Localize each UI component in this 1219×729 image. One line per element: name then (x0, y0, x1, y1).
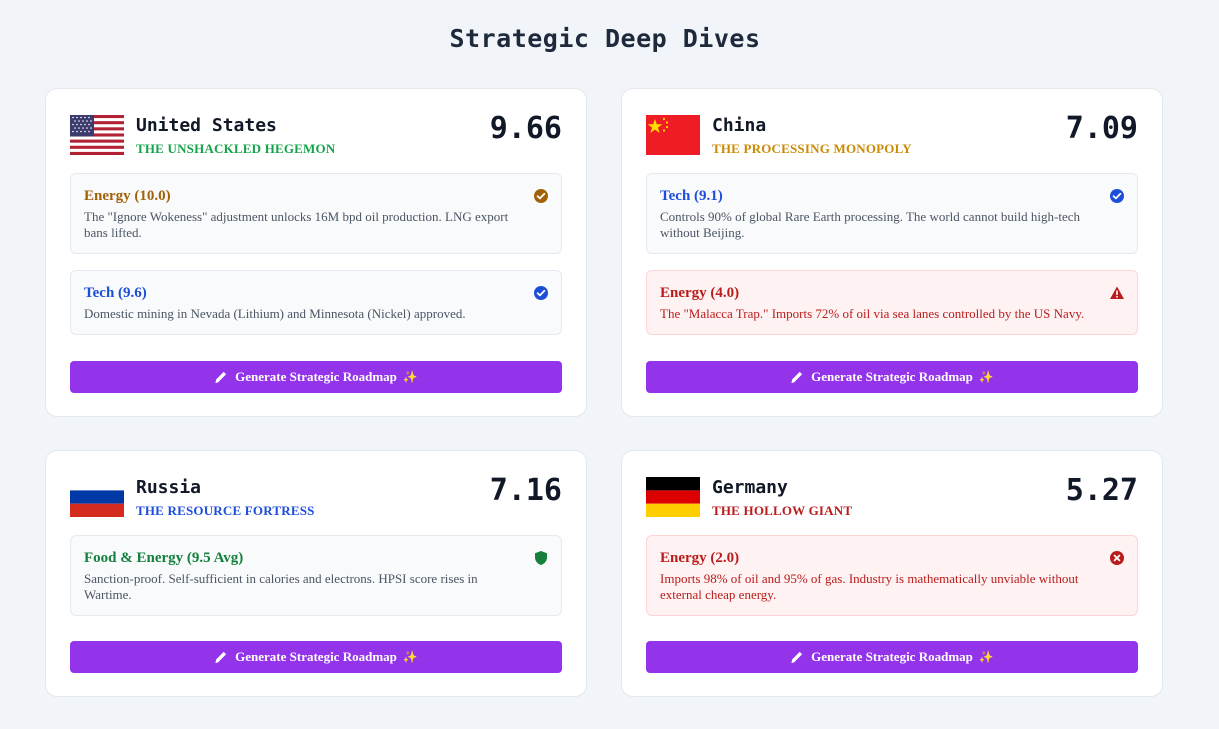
factor-description: Domestic mining in Nevada (Lithium) and … (84, 306, 466, 321)
country-subtitle: THE UNSHACKLED HEGEMON (136, 141, 336, 156)
x-circle-icon (1110, 551, 1124, 565)
us-flag-icon (70, 115, 124, 155)
factor-description: Imports 98% of oil and 95% of gas. Indus… (660, 571, 1079, 602)
button-label: Generate Strategic Roadmap (811, 369, 973, 384)
warning-triangle-icon (1110, 286, 1124, 299)
pencil-icon (791, 371, 803, 383)
generate-roadmap-button[interactable]: Generate Strategic Roadmap ✨ (70, 641, 562, 673)
country-card-united-states: United States THE UNSHACKLED HEGEMON 9.6… (45, 88, 587, 417)
country-name: Germany (712, 477, 788, 498)
pencil-icon (791, 651, 803, 663)
check-circle-icon (534, 286, 548, 300)
factor-title: Energy (2.0) (660, 550, 740, 566)
factor-title: Tech (9.6) (84, 285, 147, 301)
factor-description: The "Ignore Wokeness" adjustment unlocks… (84, 209, 509, 240)
factor-item: Tech (9.6) Domestic mining in Nevada (Li… (70, 270, 562, 335)
country-name: Russia (136, 477, 202, 498)
de-flag-icon (646, 477, 700, 517)
ru-flag-icon (70, 477, 124, 517)
check-circle-icon (1110, 189, 1124, 203)
factor-description: Sanction-proof. Self-sufficient in calor… (84, 571, 478, 602)
factor-title: Energy (10.0) (84, 188, 171, 204)
country-subtitle: THE HOLLOW GIANT (712, 503, 853, 518)
sparkle-icon: ✨ (402, 369, 418, 384)
pencil-icon (215, 371, 227, 383)
factor-item: Food & Energy (9.5 Avg) Sanction-proof. … (70, 535, 562, 616)
country-score: 7.16 (489, 473, 562, 508)
sparkle-icon: ✨ (402, 649, 418, 664)
button-label: Generate Strategic Roadmap (811, 649, 973, 664)
country-subtitle: THE PROCESSING MONOPOLY (712, 141, 912, 156)
country-card-china: China THE PROCESSING MONOPOLY 7.09 Tech … (621, 88, 1163, 417)
factor-item: Tech (9.1) Controls 90% of global Rare E… (646, 173, 1138, 254)
sparkle-icon: ✨ (978, 649, 994, 664)
button-label: Generate Strategic Roadmap (235, 369, 397, 384)
country-name: China (712, 115, 767, 136)
country-score: 5.27 (1065, 473, 1138, 508)
pencil-icon (215, 651, 227, 663)
factor-item: Energy (4.0) The "Malacca Trap." Imports… (646, 270, 1138, 335)
factor-title: Tech (9.1) (660, 188, 723, 204)
country-score: 9.66 (489, 111, 562, 146)
generate-roadmap-button[interactable]: Generate Strategic Roadmap ✨ (646, 641, 1138, 673)
page-title: Strategic Deep Dives (449, 24, 761, 53)
shield-icon (535, 551, 547, 565)
country-card-germany: Germany THE HOLLOW GIANT 5.27 Energy (2.… (621, 450, 1163, 697)
generate-roadmap-button[interactable]: Generate Strategic Roadmap ✨ (646, 361, 1138, 393)
cn-flag-icon (646, 115, 700, 155)
factor-description: The "Malacca Trap." Imports 72% of oil v… (660, 306, 1085, 321)
factor-item: Energy (10.0) The "Ignore Wokeness" adju… (70, 173, 562, 254)
check-circle-icon (534, 189, 548, 203)
generate-roadmap-button[interactable]: Generate Strategic Roadmap ✨ (70, 361, 562, 393)
factor-title: Energy (4.0) (660, 285, 740, 301)
factor-description: Controls 90% of global Rare Earth proces… (660, 209, 1080, 240)
country-score: 7.09 (1065, 111, 1138, 146)
country-card-russia: Russia THE RESOURCE FORTRESS 7.16 Food &… (45, 450, 587, 697)
factor-title: Food & Energy (9.5 Avg) (84, 550, 244, 566)
button-label: Generate Strategic Roadmap (235, 649, 397, 664)
factor-item: Energy (2.0) Imports 98% of oil and 95% … (646, 535, 1138, 616)
country-subtitle: THE RESOURCE FORTRESS (136, 503, 315, 518)
sparkle-icon: ✨ (978, 369, 994, 384)
country-name: United States (136, 115, 277, 136)
